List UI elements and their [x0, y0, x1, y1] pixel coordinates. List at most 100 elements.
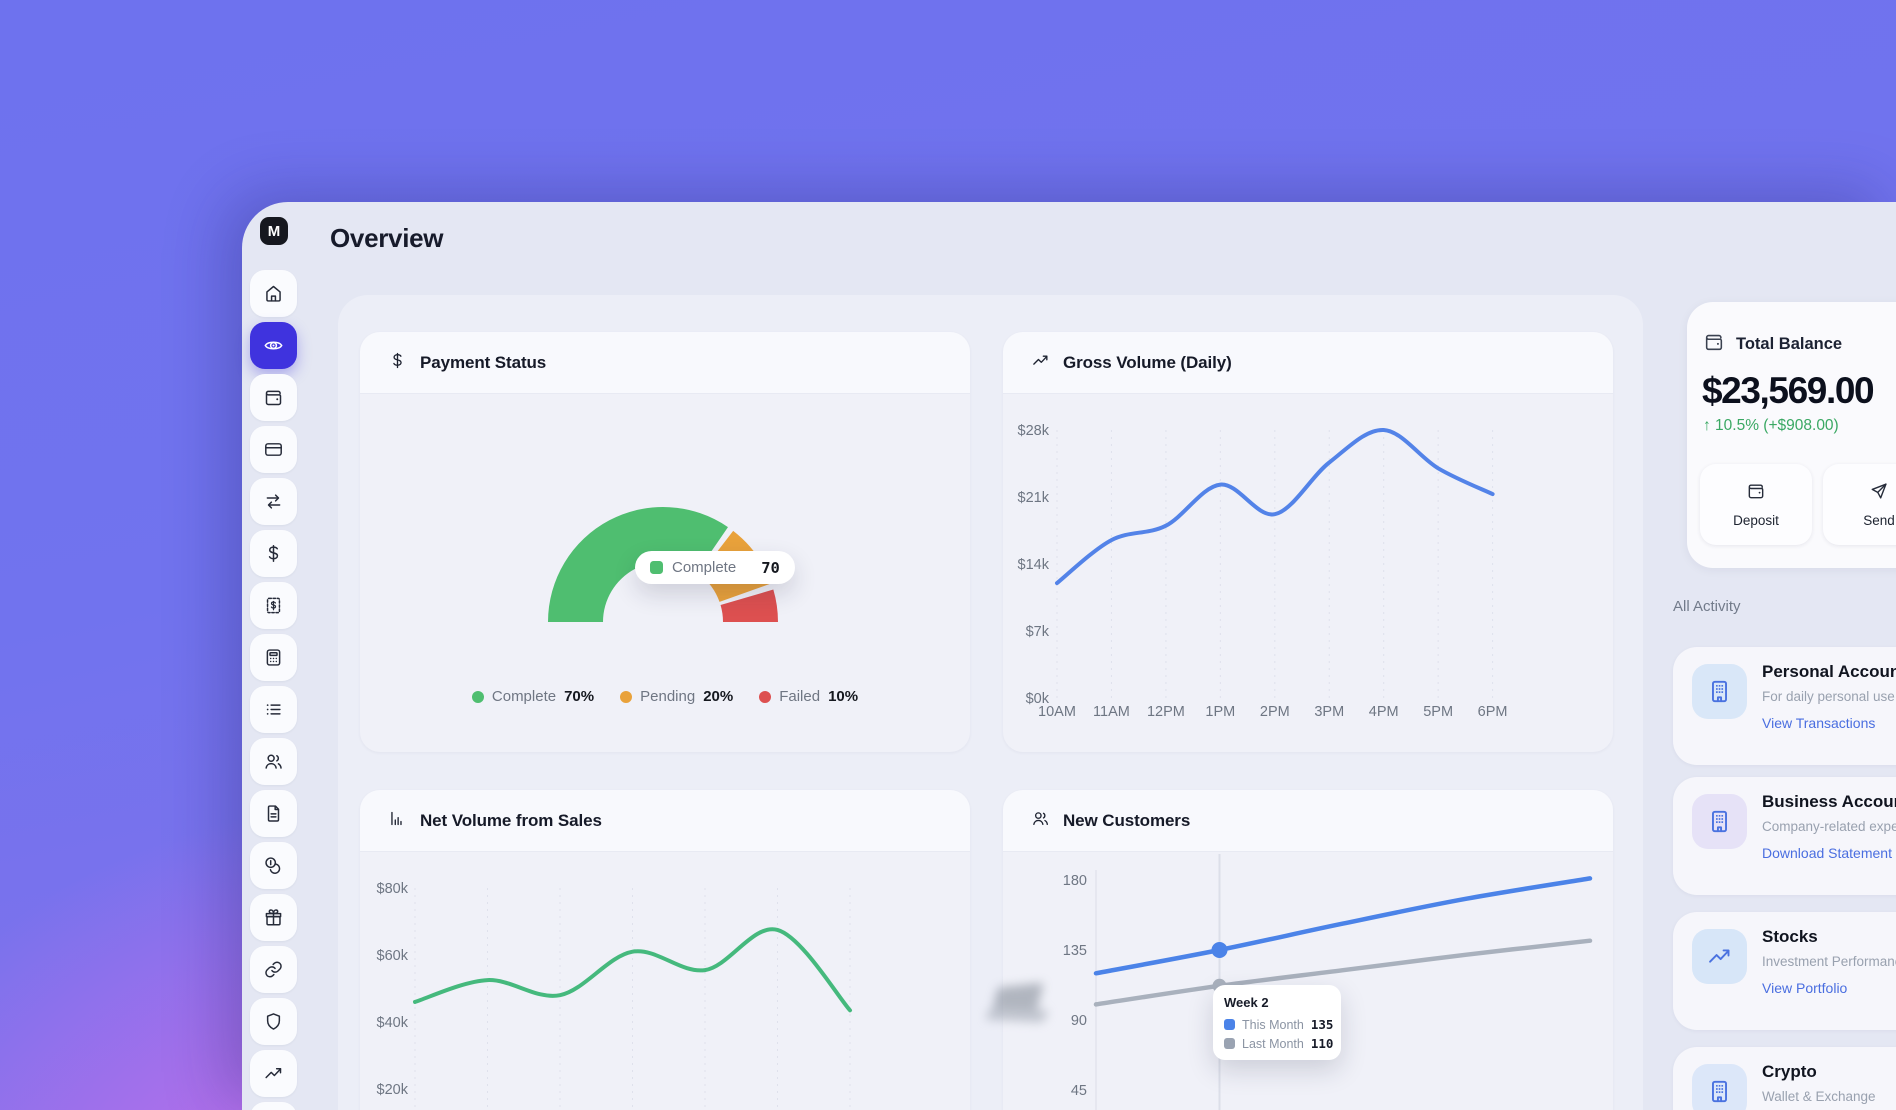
tooltip-series-value: 135	[1310, 1017, 1334, 1032]
sidebar-item-calculator[interactable]	[250, 634, 297, 681]
tooltip-value: 70	[761, 558, 780, 577]
sidebar-item-list[interactable]	[250, 686, 297, 733]
gauge-legend: Complete 70% Pending 20% Failed 10%	[360, 688, 970, 705]
tooltip-swatch	[650, 561, 663, 574]
coins-icon	[263, 855, 284, 876]
activity-link[interactable]: View Portfolio	[1762, 980, 1848, 996]
wallet-icon	[263, 387, 284, 408]
legend-item-failed: Failed 10%	[759, 688, 858, 705]
activity-subtitle: Investment Performance	[1762, 954, 1896, 969]
invoice-icon	[263, 595, 284, 616]
tooltip-swatch	[1224, 1019, 1235, 1030]
axis-tick: $80k	[377, 881, 409, 897]
app-logo[interactable]: M	[260, 217, 288, 245]
axis-tick: 12PM	[1147, 704, 1185, 720]
sidebar-item-users[interactable]	[250, 738, 297, 785]
credit-card-icon	[263, 439, 284, 460]
legend-label: Failed	[779, 688, 821, 705]
activity-item-business-account[interactable]: Business Account Company-related expenses…	[1673, 777, 1896, 895]
send-button[interactable]: Send	[1823, 464, 1896, 545]
sidebar-item-invoice[interactable]	[250, 582, 297, 629]
sidebar-item-transfers[interactable]	[250, 478, 297, 525]
axis-tick: 4PM	[1369, 704, 1399, 720]
axis-tick: $7k	[1026, 624, 1050, 640]
activity-title: Personal Account	[1762, 662, 1896, 681]
sidebar-item-coins[interactable]	[250, 842, 297, 889]
activity-title: Stocks	[1762, 927, 1818, 946]
dollar-icon	[263, 543, 284, 564]
axis-tick: $0k	[1026, 691, 1050, 707]
tooltip-series-label: This Month	[1242, 1017, 1304, 1032]
trend-icon	[263, 1063, 284, 1084]
activity-link[interactable]: View Transactions	[1762, 715, 1876, 731]
activity-title: Business Account	[1762, 792, 1896, 811]
sidebar-item-document[interactable]	[250, 790, 297, 837]
legend-item-pending: Pending 20%	[620, 688, 733, 705]
tooltip-series-label: Last Month	[1242, 1036, 1304, 1051]
tooltip-row: Last Month 110	[1224, 1036, 1333, 1051]
shield-icon	[263, 1011, 284, 1032]
activity-item-personal-account[interactable]: Personal Account For daily personal use Vi…	[1673, 647, 1896, 765]
axis-tick: $14k	[1018, 557, 1050, 573]
sidebar-item-trend[interactable]	[250, 1050, 297, 1097]
list-icon	[263, 699, 284, 720]
activity-item-stocks[interactable]: Stocks Investment Performance View Portfol…	[1673, 912, 1896, 1030]
net-volume-line-chart: $80k $60k $40k $20k	[377, 881, 852, 1110]
activity-item-crypto[interactable]: Crypto Wallet & Exchange	[1673, 1047, 1896, 1110]
building-icon	[1692, 1064, 1747, 1110]
legend-dot	[759, 690, 772, 703]
building-icon	[1692, 794, 1747, 849]
activity-subtitle: For daily personal use	[1762, 689, 1895, 704]
axis-tick: 5PM	[1423, 704, 1453, 720]
sidebar-item-link[interactable]	[250, 946, 297, 993]
sidebar-item-home[interactable]	[250, 270, 297, 317]
axis-tick: 180	[1063, 873, 1087, 889]
wallet-icon	[1746, 481, 1766, 504]
axis-tick: $21k	[1018, 490, 1050, 506]
sidebar-item-gift[interactable]	[250, 894, 297, 941]
axis-tick: 10AM	[1038, 704, 1076, 720]
legend-value: 10%	[828, 688, 859, 705]
legend-value: 20%	[703, 688, 734, 705]
card-title: New Customers	[1063, 810, 1191, 830]
all-activity-heading: All Activity	[1673, 598, 1741, 615]
sidebar-item-credit-card[interactable]	[250, 426, 297, 473]
sidebar-item-shield[interactable]	[250, 998, 297, 1045]
legend-label: Pending	[640, 688, 696, 705]
line-series-gross-volume	[1055, 427, 1495, 586]
line-series-last-month	[1093, 938, 1593, 1007]
building-icon	[1692, 664, 1747, 719]
button-label: Deposit	[1733, 513, 1779, 528]
document-icon	[263, 803, 284, 824]
deposit-button[interactable]: Deposit	[1700, 464, 1812, 545]
eye-icon	[263, 335, 284, 356]
activity-link[interactable]: Download Statement	[1762, 845, 1892, 861]
blur-artifact	[984, 981, 1050, 1033]
dashboard-panel: M Overview Payment Status Complete 70 Co…	[242, 202, 1896, 1110]
gauge-tooltip: Complete 70	[635, 551, 795, 584]
axis-tick: 135	[1063, 943, 1087, 959]
card-new-customers-header: New Customers	[1003, 790, 1613, 852]
activity-title: Crypto	[1762, 1062, 1817, 1081]
gauge-segment-failed	[720, 589, 778, 622]
new-customers-line-chart: 180 135 90 45	[1063, 854, 1593, 1110]
sidebar-item-wallet[interactable]	[250, 374, 297, 421]
highlight-dot-this-month[interactable]	[1211, 942, 1228, 958]
users-icon	[1031, 809, 1050, 833]
total-balance-change: ↑ 10.5% (+$908.00)	[1703, 417, 1839, 434]
axis-tick: 6PM	[1478, 704, 1508, 720]
total-balance-header: Total Balance	[1703, 331, 1842, 358]
tooltip-swatch	[1224, 1038, 1235, 1049]
sidebar-item-dollar[interactable]	[250, 530, 297, 577]
total-balance-card: Total Balance $23,569.00 ↑ 10.5% (+$908.…	[1687, 302, 1896, 568]
send-icon	[1869, 481, 1889, 504]
sidebar-item-window[interactable]	[250, 1102, 297, 1110]
axis-tick: $40k	[377, 1015, 409, 1031]
main-content: Payment Status Complete 70 Complete 70% Pe…	[338, 295, 1643, 1110]
sidebar-item-eye[interactable]	[250, 322, 297, 369]
trending-up-icon	[1031, 351, 1050, 375]
axis-tick: 90	[1071, 1013, 1087, 1029]
trend-icon	[1692, 929, 1747, 984]
tooltip-series-value: 110	[1310, 1036, 1334, 1051]
